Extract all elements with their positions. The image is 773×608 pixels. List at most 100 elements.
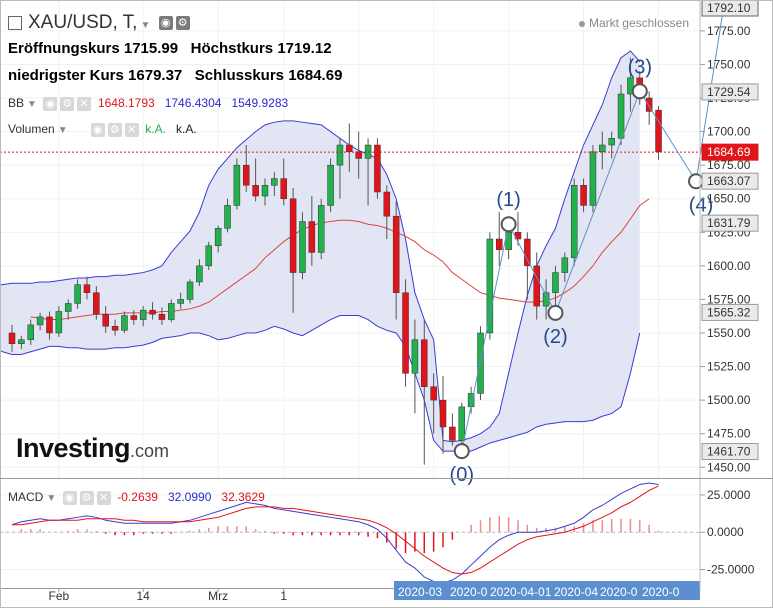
candle-body bbox=[449, 426, 456, 441]
chevron-down-icon[interactable]: ▼ bbox=[46, 493, 57, 504]
chevron-down-icon[interactable]: ▼ bbox=[27, 99, 37, 110]
candle-body bbox=[233, 164, 241, 206]
candle-body bbox=[599, 144, 606, 152]
candle-body bbox=[308, 221, 316, 253]
bb-value-2: 1746.4304 bbox=[164, 96, 222, 110]
chevron-down-icon[interactable]: ▼ bbox=[140, 20, 151, 31]
bollinger-band bbox=[0, 50, 650, 452]
candle-body bbox=[36, 316, 44, 326]
candle-body bbox=[55, 311, 63, 334]
macd-y-tick-label: 0.0000 bbox=[707, 525, 744, 539]
price-tag-label: 1684.69 bbox=[707, 145, 751, 159]
logo-suffix: .com bbox=[130, 441, 170, 461]
wave-label: (4) bbox=[689, 194, 713, 216]
price-tag bbox=[701, 143, 759, 161]
price-tag-label: 1663.07 bbox=[707, 174, 751, 188]
candle-body bbox=[486, 238, 494, 334]
date-range-label: 2020-03 bbox=[398, 585, 442, 599]
price-tag bbox=[701, 303, 759, 321]
eye-icon[interactable]: ◉ bbox=[90, 122, 105, 137]
close-label: Schlusskurs bbox=[194, 67, 285, 84]
candle-body bbox=[542, 292, 550, 307]
candle-body bbox=[271, 178, 278, 186]
bb-value-3: 1549.9283 bbox=[231, 96, 289, 110]
gear-icon[interactable]: ⚙ bbox=[79, 490, 94, 505]
y-tick-label: 1500.00 bbox=[707, 393, 751, 407]
wave-point bbox=[453, 443, 470, 460]
date-range-label: 2020-04 bbox=[554, 585, 598, 599]
collapse-icon[interactable] bbox=[8, 15, 22, 30]
candles bbox=[0, 57, 700, 465]
low-label: niedrigster Kurs bbox=[8, 67, 124, 84]
volume-legend[interactable]: Volumen ▼ ◉ ⚙ ✕ k.A. k.A. bbox=[8, 122, 197, 137]
volume-label: Volumen bbox=[8, 122, 55, 136]
close-icon[interactable]: ✕ bbox=[77, 96, 92, 111]
macd-value-1: -0.2639 bbox=[117, 490, 158, 504]
price-tag-label: 1792.10 bbox=[707, 1, 751, 15]
status-dot-icon bbox=[578, 20, 585, 27]
symbol-text: XAU/USD, T, bbox=[28, 12, 138, 33]
candle-body bbox=[74, 284, 81, 304]
price-tag-label: 1461.70 bbox=[707, 445, 751, 459]
bb-upper-line bbox=[0, 50, 641, 443]
candle-body bbox=[439, 399, 447, 428]
bb-lower-line bbox=[0, 315, 641, 452]
x-tick-label: 1 bbox=[280, 589, 287, 603]
candle-body bbox=[139, 309, 147, 320]
candle-body bbox=[617, 93, 625, 139]
symbol-title[interactable]: XAU/USD, T, ▼ ◉ ⚙ bbox=[8, 12, 190, 34]
gear-icon[interactable]: ⚙ bbox=[107, 122, 122, 137]
macd-value-2: 32.0990 bbox=[167, 490, 212, 504]
high-label: Höchstkurs bbox=[190, 40, 274, 57]
wave-label: (1) bbox=[496, 189, 520, 211]
x-tick-label: Mrz bbox=[208, 589, 228, 603]
gear-icon[interactable]: ⚙ bbox=[175, 15, 190, 30]
x-tick-label: 14 bbox=[137, 589, 151, 603]
candle-body bbox=[196, 265, 203, 283]
candle-body bbox=[299, 221, 306, 273]
candle-body bbox=[458, 406, 466, 441]
bb-legend[interactable]: BB ▼ ◉ ⚙ ✕ 1648.1793 1746.4304 1549.9283 bbox=[8, 96, 288, 111]
wave-point bbox=[631, 83, 648, 100]
candle-body bbox=[224, 205, 231, 229]
eye-icon[interactable]: ◉ bbox=[43, 96, 58, 111]
wave-label: (3) bbox=[628, 56, 652, 78]
candle-body bbox=[102, 313, 109, 327]
macd-y-tick-label: -25.0000 bbox=[707, 563, 755, 577]
date-range-label: 2020-04-01 bbox=[490, 585, 552, 599]
candle-body bbox=[243, 164, 250, 186]
price-tag-label: 1631.79 bbox=[707, 216, 751, 230]
macd-legend[interactable]: MACD ▼ ◉ ⚙ ✕ -0.2639 32.0990 32.3629 bbox=[8, 490, 265, 505]
candle-body bbox=[205, 245, 213, 267]
candle-body bbox=[411, 339, 419, 374]
candle-body bbox=[8, 332, 16, 344]
x-tick-label: Feb bbox=[49, 589, 70, 603]
candle-body bbox=[495, 238, 503, 250]
candle-body bbox=[121, 315, 128, 331]
open-label: Eröffnungskurs bbox=[8, 40, 120, 57]
candle-body bbox=[93, 292, 100, 315]
macd-value-3: 32.3629 bbox=[221, 490, 265, 504]
candle-body bbox=[346, 144, 353, 152]
eye-icon[interactable]: ◉ bbox=[62, 490, 77, 505]
bb-label: BB bbox=[8, 96, 25, 110]
close-icon[interactable]: ✕ bbox=[124, 122, 139, 137]
price-tag bbox=[701, 83, 759, 101]
candle-body bbox=[186, 281, 194, 300]
chevron-down-icon[interactable]: ▼ bbox=[57, 125, 68, 136]
eye-icon[interactable]: ◉ bbox=[158, 15, 173, 30]
candle-body bbox=[317, 205, 325, 253]
candle-body bbox=[402, 292, 409, 374]
macd-line bbox=[11, 482, 659, 584]
y-tick-label: 1775.00 bbox=[707, 24, 751, 38]
candle-body bbox=[280, 178, 287, 199]
candle-body bbox=[327, 164, 334, 206]
gear-icon[interactable]: ⚙ bbox=[60, 96, 75, 111]
candle-body bbox=[168, 303, 175, 320]
close-icon[interactable]: ✕ bbox=[96, 490, 111, 505]
candle-body bbox=[289, 198, 297, 273]
signal-line bbox=[12, 485, 659, 575]
price-tag-label: 1729.54 bbox=[707, 85, 751, 99]
candle-body bbox=[27, 324, 34, 340]
